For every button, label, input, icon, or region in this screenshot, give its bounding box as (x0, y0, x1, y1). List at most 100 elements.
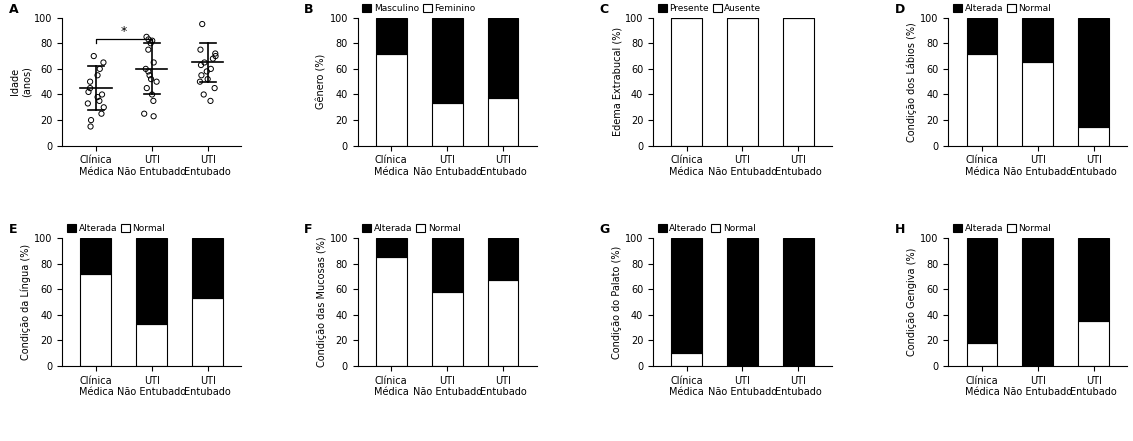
Legend: Alterada, Normal: Alterada, Normal (63, 220, 169, 237)
Point (193, 72, 211, 79)
Point (88, 93, 107, 101)
Bar (487, 98, 519, 146)
Bar (727, 238, 758, 366)
Bar (1022, 18, 1054, 63)
Point (93, 91, 111, 98)
Bar (1022, 63, 1054, 146)
Text: B: B (304, 3, 314, 15)
Point (139, 36, 157, 43)
Bar (193, 298, 223, 366)
Y-axis label: Edema Extrabucal (%): Edema Extrabucal (%) (612, 27, 622, 136)
Bar (1079, 18, 1109, 127)
Point (88, 72, 107, 79)
Point (91, 65, 109, 72)
Point (142, 75, 160, 82)
Point (137, 34, 155, 41)
Bar (136, 324, 168, 366)
Point (79, 88, 97, 95)
Point (191, 61, 210, 68)
Point (143, 37, 161, 44)
Point (82, 123, 100, 130)
Legend: Masculino, Feminino: Masculino, Feminino (358, 0, 479, 17)
Bar (671, 18, 702, 146)
Point (205, 85, 223, 92)
Legend: Alterada, Normal: Alterada, Normal (949, 220, 1055, 237)
Point (95, 104, 113, 111)
Bar (487, 238, 519, 280)
Text: G: G (599, 223, 610, 236)
Bar (376, 238, 407, 257)
Bar (487, 18, 519, 98)
Point (204, 55, 222, 62)
Bar (783, 18, 813, 146)
Text: D: D (895, 3, 905, 15)
Bar (376, 53, 407, 146)
Point (140, 72, 159, 79)
Text: C: C (599, 3, 608, 15)
Point (82, 85, 100, 92)
Point (85, 52, 103, 60)
Point (193, 21, 211, 28)
Point (139, 68, 157, 75)
Point (191, 46, 210, 53)
Bar (966, 53, 997, 146)
Y-axis label: Gênero (%): Gênero (%) (317, 54, 326, 109)
Bar (376, 18, 407, 53)
Bar (432, 292, 462, 366)
Text: F: F (304, 223, 313, 236)
Point (206, 52, 224, 60)
Bar (727, 18, 758, 146)
Point (142, 40, 160, 47)
Point (91, 97, 109, 105)
Text: H: H (895, 223, 905, 236)
Bar (1079, 321, 1109, 366)
Point (195, 91, 213, 98)
Bar (376, 257, 407, 366)
Bar (671, 353, 702, 366)
Legend: Presente, Ausente: Presente, Ausente (654, 0, 765, 17)
Bar (966, 343, 997, 366)
Bar (432, 18, 462, 104)
Point (93, 110, 111, 117)
Text: *: * (121, 25, 127, 38)
Point (138, 85, 156, 92)
Point (197, 68, 215, 75)
Bar (487, 280, 519, 366)
Bar (966, 238, 997, 343)
Point (135, 110, 153, 117)
Legend: Alterada, Normal: Alterada, Normal (358, 220, 465, 237)
Bar (783, 238, 813, 366)
Y-axis label: Condição Gengiva (%): Condição Gengiva (%) (908, 248, 918, 356)
Bar (432, 104, 462, 146)
Point (202, 97, 220, 105)
Legend: Alterado, Normal: Alterado, Normal (654, 220, 759, 237)
Bar (136, 238, 168, 324)
Point (137, 65, 155, 72)
Point (79, 100, 97, 107)
Bar (193, 238, 223, 298)
Point (202, 65, 220, 72)
Point (82, 116, 100, 123)
Point (198, 75, 216, 82)
Bar (966, 18, 997, 53)
Point (144, 97, 162, 105)
Bar (432, 238, 462, 292)
Text: A: A (9, 3, 18, 15)
Bar (671, 238, 702, 353)
Legend: Alterada, Normal: Alterada, Normal (949, 0, 1055, 17)
Y-axis label: Condição das Mucosas (%): Condição das Mucosas (%) (317, 237, 326, 367)
Point (94, 59, 112, 66)
Point (147, 78, 165, 85)
Bar (1079, 127, 1109, 146)
Bar (80, 274, 111, 366)
Bar (1079, 238, 1109, 321)
Bar (80, 238, 111, 274)
Point (145, 59, 163, 66)
Point (190, 78, 208, 85)
Y-axis label: Condição do Palato (%): Condição do Palato (%) (612, 245, 622, 359)
Point (143, 91, 161, 98)
Point (206, 50, 224, 57)
Y-axis label: Condição dos Lábios (%): Condição dos Lábios (%) (906, 22, 918, 142)
Point (82, 78, 100, 85)
Y-axis label: Idade
(anos): Idade (anos) (10, 66, 32, 97)
